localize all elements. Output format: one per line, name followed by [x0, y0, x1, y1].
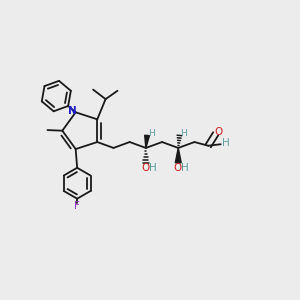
Text: O: O: [141, 163, 150, 172]
Text: O: O: [214, 127, 222, 137]
Text: H: H: [222, 138, 230, 148]
Text: H: H: [148, 129, 154, 138]
Text: H: H: [148, 163, 156, 172]
Text: N: N: [68, 106, 77, 116]
Text: F: F: [74, 201, 80, 211]
Polygon shape: [175, 148, 181, 163]
Text: O: O: [174, 163, 182, 172]
Polygon shape: [145, 135, 149, 148]
Text: H: H: [180, 129, 187, 138]
Text: H: H: [181, 163, 189, 172]
